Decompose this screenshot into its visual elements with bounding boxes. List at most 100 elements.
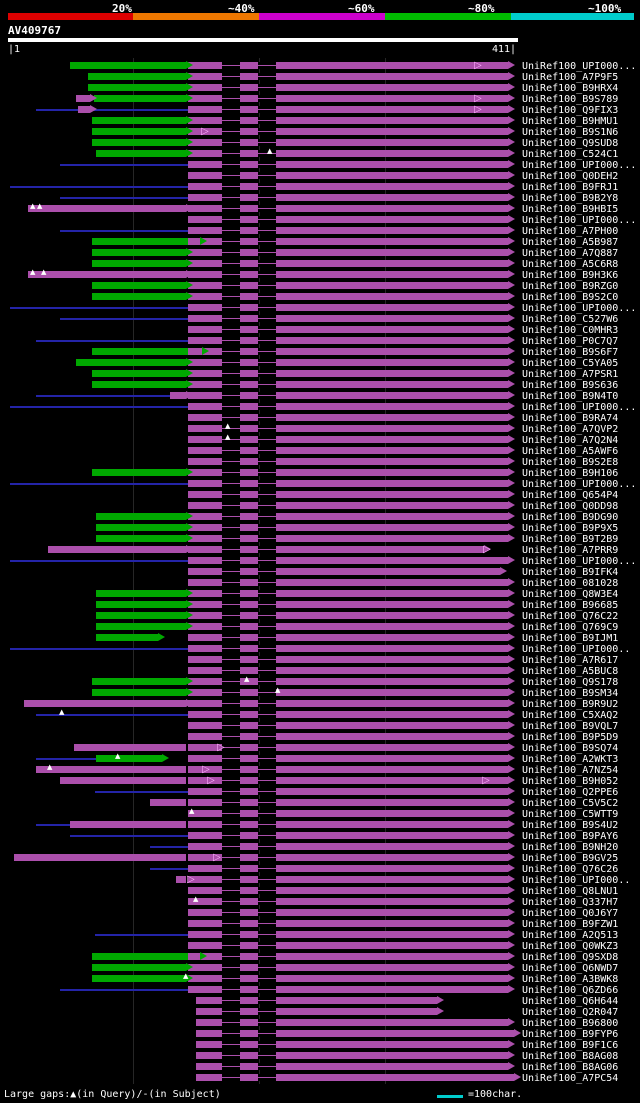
hit-label[interactable]: UniRef100_B9HBI5 [522, 204, 619, 215]
hsp-bar[interactable] [188, 920, 508, 927]
hsp-bar[interactable] [188, 986, 508, 993]
hit-label[interactable]: UniRef100_C0MHR3 [522, 325, 619, 336]
hsp-bar[interactable] [94, 95, 186, 102]
hsp-bar[interactable] [188, 128, 508, 135]
hsp-bar[interactable] [92, 282, 186, 289]
hit-label[interactable]: UniRef100_Q337H7 [522, 897, 619, 908]
hit-label[interactable]: UniRef100_B9N4T0 [522, 391, 619, 402]
hsp-bar[interactable] [96, 601, 186, 608]
hsp-bar[interactable] [188, 425, 508, 432]
hsp-bar[interactable] [188, 744, 508, 751]
hit-label[interactable]: UniRef100_B9S6F7 [522, 347, 619, 358]
hsp-bar[interactable] [188, 975, 508, 982]
hit-label[interactable]: UniRef100_C5XAQ2 [522, 710, 619, 721]
hit-label[interactable]: UniRef100_B9S636 [522, 380, 619, 391]
hit-label[interactable]: UniRef100_Q0J6Y7 [522, 908, 619, 919]
hit-label[interactable]: UniRef100_UPI000... [522, 160, 637, 171]
hsp-bar[interactable] [196, 1019, 508, 1026]
hsp-bar[interactable] [92, 117, 186, 124]
hit-label[interactable]: UniRef100_UPI000.. [522, 644, 631, 655]
hsp-bar[interactable] [188, 579, 508, 586]
hsp-bar[interactable] [188, 645, 508, 652]
hsp-bar[interactable] [188, 557, 508, 564]
hsp-bar[interactable] [188, 502, 508, 509]
hsp-bar[interactable] [96, 623, 186, 630]
hsp-bar[interactable] [96, 535, 186, 542]
hsp-bar[interactable] [92, 293, 186, 300]
hsp-bar[interactable] [188, 942, 508, 949]
hsp-bar[interactable] [170, 392, 186, 399]
hsp-bar[interactable] [188, 326, 508, 333]
hit-label[interactable]: UniRef100_B9HRX4 [522, 83, 619, 94]
hsp-bar[interactable] [188, 73, 508, 80]
hsp-bar[interactable] [76, 359, 186, 366]
hsp-bar[interactable] [188, 216, 508, 223]
hit-label[interactable]: UniRef100_B9T2B9 [522, 534, 619, 545]
hsp-bar[interactable] [188, 667, 508, 674]
hit-label[interactable]: UniRef100_A7P9F5 [522, 72, 619, 83]
hit-label[interactable]: UniRef100_A2WKT3 [522, 754, 619, 765]
hit-label[interactable]: UniRef100_A7R617 [522, 655, 619, 666]
hsp-bar[interactable] [188, 491, 508, 498]
hit-label[interactable]: UniRef100_A7PSR1 [522, 369, 619, 380]
hsp-bar[interactable] [188, 337, 508, 344]
hit-label[interactable]: UniRef100_A7Q2N4 [522, 435, 619, 446]
hsp-bar[interactable] [24, 700, 186, 707]
hit-label[interactable]: UniRef100_B9S2E8 [522, 457, 619, 468]
hsp-bar[interactable] [188, 62, 508, 69]
hsp-bar[interactable] [188, 810, 508, 817]
hsp-bar[interactable] [188, 931, 508, 938]
hsp-bar[interactable] [196, 1074, 514, 1081]
hsp-bar[interactable] [92, 678, 186, 685]
hsp-bar[interactable] [188, 568, 500, 575]
hsp-bar[interactable] [188, 205, 508, 212]
hit-label[interactable]: UniRef100_B8AG08 [522, 1051, 619, 1062]
hsp-bar[interactable] [188, 854, 508, 861]
hit-label[interactable]: UniRef100_UPI000... [522, 402, 637, 413]
hsp-bar[interactable] [92, 139, 186, 146]
hit-label[interactable]: UniRef100_A5BUC8 [522, 666, 619, 677]
hsp-bar[interactable] [188, 634, 508, 641]
hit-label[interactable]: UniRef100_B9B2Y8 [522, 193, 619, 204]
hsp-bar[interactable] [188, 777, 508, 784]
hit-label[interactable]: UniRef100_Q6NWD7 [522, 963, 619, 974]
hsp-bar[interactable] [96, 755, 162, 762]
hsp-bar[interactable] [188, 392, 508, 399]
hsp-bar[interactable] [96, 634, 158, 641]
hit-label[interactable]: UniRef100_B9IFK4 [522, 567, 619, 578]
hit-label[interactable]: UniRef100_Q2PPE6 [522, 787, 619, 798]
hsp-bar[interactable] [28, 271, 186, 278]
hit-label[interactable]: UniRef100_B9HMU1 [522, 116, 619, 127]
hsp-bar[interactable] [188, 898, 508, 905]
hsp-bar[interactable] [188, 821, 508, 828]
hsp-bar[interactable] [92, 260, 186, 267]
hit-label[interactable]: UniRef100_B96685 [522, 600, 619, 611]
hsp-bar[interactable] [96, 150, 186, 157]
hsp-bar[interactable] [188, 524, 508, 531]
hsp-bar[interactable] [188, 172, 508, 179]
hit-label[interactable]: UniRef100_UPI000... [522, 303, 637, 314]
hit-label[interactable]: UniRef100_Q8W3E4 [522, 589, 619, 600]
hit-label[interactable]: UniRef100_B9GV25 [522, 853, 619, 864]
hit-label[interactable]: UniRef100_Q6H644 [522, 996, 619, 1007]
hsp-bar[interactable] [188, 799, 508, 806]
hit-label[interactable]: UniRef100_A5C6R8 [522, 259, 619, 270]
hit-label[interactable]: UniRef100_Q0WKZ3 [522, 941, 619, 952]
hit-label[interactable]: UniRef100_A5AWF6 [522, 446, 619, 457]
hit-label[interactable]: UniRef100_B9RA74 [522, 413, 619, 424]
hsp-bar[interactable] [92, 238, 200, 245]
hit-label[interactable]: UniRef100_Q0DEH2 [522, 171, 619, 182]
hit-label[interactable]: UniRef100_A2Q513 [522, 930, 619, 941]
hit-label[interactable]: UniRef100_B9SQ74 [522, 743, 619, 754]
hsp-bar[interactable] [188, 150, 508, 157]
hsp-bar[interactable] [188, 513, 508, 520]
hsp-bar[interactable] [188, 689, 508, 696]
hit-label[interactable]: UniRef100_B9RZG0 [522, 281, 619, 292]
hsp-bar[interactable] [92, 953, 200, 960]
hit-label[interactable]: UniRef100_A7NZ54 [522, 765, 619, 776]
hsp-bar[interactable] [188, 788, 508, 795]
hsp-bar[interactable] [188, 293, 508, 300]
hsp-bar[interactable] [188, 381, 508, 388]
hsp-bar[interactable] [92, 128, 186, 135]
hsp-bar[interactable] [188, 964, 508, 971]
